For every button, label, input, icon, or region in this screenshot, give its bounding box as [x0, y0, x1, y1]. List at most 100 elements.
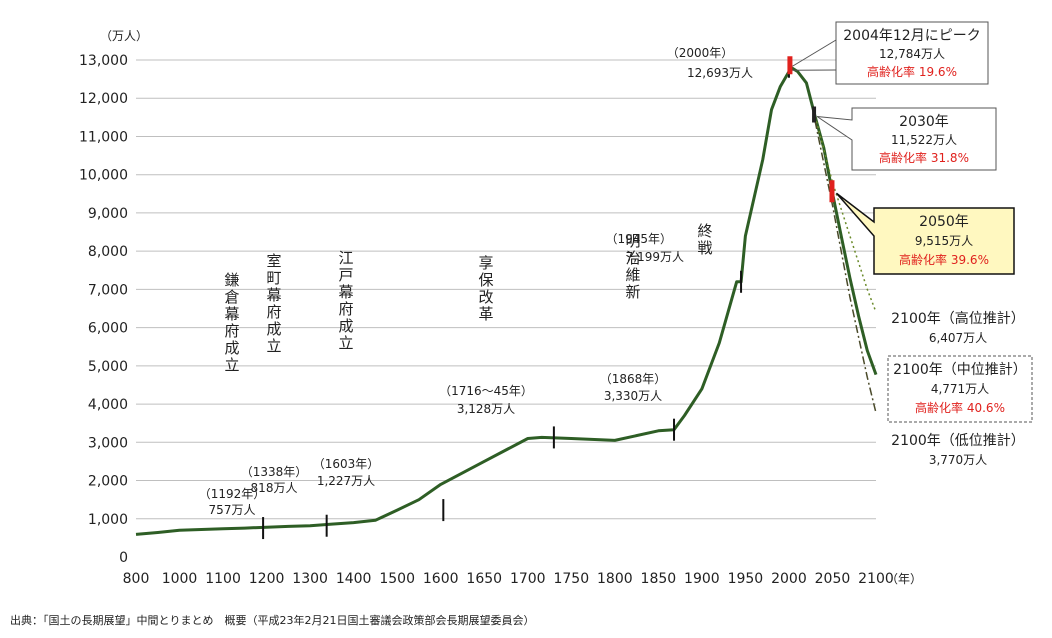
event-name-char: 府 — [224, 322, 239, 340]
event-name-char: 立 — [338, 334, 353, 352]
x-tick-label: 1500 — [379, 571, 415, 587]
event-name-char: 保 — [478, 271, 493, 289]
x-tick-label: 1400 — [336, 571, 372, 587]
event-name-char: 立 — [266, 337, 281, 355]
mid-projection-title: 2100年（中位推計） — [893, 362, 1027, 378]
y-tick-label: 8,000 — [88, 244, 128, 260]
event-name-char: 町 — [266, 269, 281, 287]
event-year-label: （1192年） — [199, 487, 266, 501]
peak-callout-leader — [792, 39, 837, 67]
y-axis-label: （万人） — [100, 29, 148, 43]
peak-title: 2004年12月にピーク — [843, 28, 980, 44]
high-projection-title: 2100年（高位推計） — [891, 310, 1025, 327]
y-tick-label: 7,000 — [88, 282, 128, 298]
event-name-char: 戸 — [338, 266, 353, 284]
event-name-char: 幕 — [338, 283, 353, 301]
event-name-char: 成 — [338, 317, 353, 335]
x-tick-label: 1600 — [423, 571, 459, 587]
event-name-char: 幕 — [224, 305, 239, 323]
x-tick-label: 1950 — [728, 571, 764, 587]
y2050-value: 9,515万人 — [915, 234, 973, 248]
event-value-label: 818万人 — [251, 481, 298, 495]
mid-projection-aging-rate: 高齢化率 40.6% — [915, 400, 1005, 415]
y-tick-label: 6,000 — [88, 321, 128, 337]
event-year-label: （1716～45年） — [439, 384, 533, 398]
event-name-char: 室 — [266, 252, 281, 270]
series-line-dashdot — [814, 121, 877, 414]
x-tick-label: 1100 — [205, 571, 241, 587]
low-projection-value: 3,770万人 — [929, 453, 987, 467]
event-name-char: 治 — [625, 249, 640, 267]
x-tick-label: 2050 — [815, 571, 851, 587]
x-tick-label: 1800 — [597, 571, 633, 587]
event-name-char: 倉 — [224, 288, 239, 306]
y-tick-label: 4,000 — [88, 397, 128, 413]
y-tick-label: 2,000 — [88, 474, 128, 490]
source-footnote: 出典：「国土の長期展望」中間とりまとめ 概要（平成23年2月21日国土審議会政策… — [10, 614, 535, 627]
peak-aging-rate: 高齢化率 19.6% — [867, 64, 957, 79]
event-value-label: 3,330万人 — [604, 389, 662, 403]
x-axis-label: （年） — [886, 572, 922, 586]
annotation-2000-year: （2000年） — [667, 46, 734, 60]
event-name-char: 戦 — [697, 239, 712, 257]
event-value-label: 1,227万人 — [317, 474, 375, 488]
y2050-title: 2050年 — [919, 214, 969, 230]
x-tick-label: 1650 — [466, 571, 502, 587]
event-year-label: （1603年） — [313, 457, 380, 471]
y-tick-label: 12,000 — [79, 91, 128, 107]
x-tick-label: 1300 — [292, 571, 328, 587]
peak-value: 12,784万人 — [879, 47, 945, 61]
mid-projection-box — [887, 355, 1033, 423]
event-value-label: 757万人 — [209, 503, 256, 517]
x-tick-label: 1000 — [162, 571, 198, 587]
series-line-dotted — [814, 116, 877, 313]
event-value-label: 7,199万人 — [626, 250, 684, 264]
x-tick-label: 2000 — [771, 571, 807, 587]
y2050-callout-box — [835, 192, 1015, 275]
x-tick-label: 1750 — [553, 571, 589, 587]
peak-marker — [787, 56, 793, 75]
y-tick-label: 5,000 — [88, 359, 128, 375]
event-name-char: 革 — [478, 305, 493, 323]
mid-projection-value: 4,771万人 — [931, 382, 989, 396]
event-year-label: （1338年） — [241, 465, 308, 479]
event-name-char: 終 — [697, 222, 712, 240]
y2050-aging-rate: 高齢化率 39.6% — [899, 252, 989, 267]
low-projection-title: 2100年（低位推計） — [891, 433, 1025, 449]
event-year-label: （1868年） — [600, 372, 667, 386]
y-tick-label: 9,000 — [88, 206, 128, 222]
peak-callout-box — [835, 21, 989, 85]
x-tick-label: 1200 — [249, 571, 285, 587]
event-name-char: 明 — [625, 232, 640, 250]
y2030-title: 2030年 — [899, 114, 949, 130]
x-tick-label: 800 — [123, 571, 150, 587]
event-name-char: 享 — [478, 254, 493, 272]
y-tick-label: 0 — [119, 550, 128, 566]
y-tick-label: 13,000 — [79, 53, 128, 69]
event-name-char: 改 — [478, 288, 493, 306]
event-name-char: 幕 — [266, 286, 281, 304]
x-tick-label: 1850 — [641, 571, 677, 587]
y-tick-label: 1,000 — [88, 512, 128, 528]
y-tick-label: 3,000 — [88, 435, 128, 451]
event-name-char: 成 — [224, 339, 239, 357]
high-projection-value: 6,407万人 — [929, 331, 987, 345]
event-name-char: 新 — [625, 283, 640, 301]
annotation-2000-value: 12,693万人 — [687, 66, 753, 80]
event-year-label: （1945年） — [605, 232, 672, 246]
x-tick-label: 2100 — [858, 571, 894, 587]
event-value-label: 3,128万人 — [457, 402, 515, 416]
y-tick-label: 10,000 — [79, 168, 128, 184]
y2030-aging-rate: 高齢化率 31.8% — [879, 150, 969, 165]
event-name-char: 鎌 — [224, 271, 239, 289]
x-tick-label: 1900 — [684, 571, 720, 587]
y2030-value: 11,522万人 — [891, 133, 957, 147]
event-name-char: 維 — [625, 266, 640, 284]
y2030-callout-box — [816, 107, 997, 171]
event-name-char: 江 — [338, 249, 353, 267]
event-name-char: 立 — [224, 356, 239, 374]
year-2050-marker — [829, 180, 835, 203]
year-2030-marker — [812, 106, 817, 123]
event-name-char: 成 — [266, 320, 281, 338]
